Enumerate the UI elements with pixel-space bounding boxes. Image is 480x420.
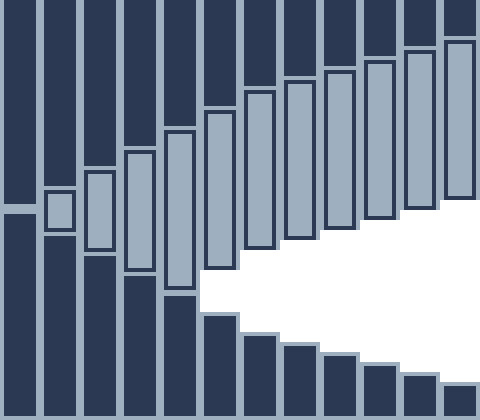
top-bar-6 <box>204 0 236 106</box>
bottom-bar-fill-6 <box>204 316 236 416</box>
middle-box-fill-6 <box>208 114 232 266</box>
top-bar-3 <box>84 0 116 166</box>
middle-box-3 <box>88 174 112 248</box>
bottom-bar-3 <box>84 256 116 416</box>
bottom-bar-fill-9 <box>324 356 356 416</box>
white-gap-step-5 <box>360 220 400 362</box>
bottom-bar-fill-8 <box>284 346 316 416</box>
white-gap-step-3 <box>280 240 320 342</box>
middle-box-2 <box>48 194 72 228</box>
top-bar-11 <box>404 0 436 46</box>
middle-box-fill-9 <box>328 74 352 226</box>
bottom-bar-2 <box>44 236 76 416</box>
white-gap-step-4 <box>320 230 360 352</box>
white-gap-step-6 <box>400 210 440 372</box>
top-bar-2 <box>44 0 76 186</box>
top-bar-10 <box>364 0 396 56</box>
white-gap-step-7 <box>440 200 480 382</box>
top-bar-8 <box>284 0 316 76</box>
bottom-bar-fill-10 <box>364 366 396 416</box>
bottom-bar-5 <box>164 296 196 416</box>
top-bar-9 <box>324 0 356 66</box>
top-bar-7 <box>244 0 276 86</box>
middle-box-4 <box>128 154 152 268</box>
bottom-bar-fill-12 <box>444 386 476 416</box>
middle-box-fill-7 <box>248 94 272 246</box>
middle-box-fill-11 <box>408 54 432 206</box>
middle-box-fill-8 <box>288 84 312 236</box>
bottom-bar-1 <box>4 214 36 416</box>
white-gap-step-1 <box>200 270 240 312</box>
middle-box-5 <box>168 134 192 286</box>
middle-box-fill-12 <box>448 44 472 196</box>
white-gap-step-2 <box>240 250 280 332</box>
middle-box-fill-10 <box>368 64 392 216</box>
top-bar-1 <box>4 0 36 204</box>
bottom-bar-fill-11 <box>404 376 436 416</box>
top-bar-5 <box>164 0 196 126</box>
top-bar-4 <box>124 0 156 146</box>
top-bar-12 <box>444 0 476 36</box>
bottom-bar-fill-7 <box>244 336 276 416</box>
bottom-bar-4 <box>124 276 156 416</box>
